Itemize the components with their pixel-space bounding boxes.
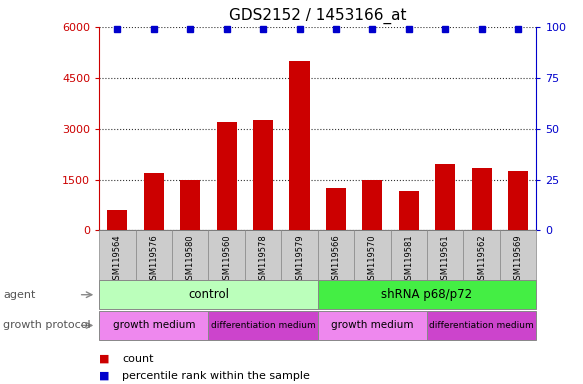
Text: ■: ■: [99, 371, 110, 381]
Bar: [99, 311, 209, 340]
Bar: [326, 188, 346, 230]
Text: GSM119564: GSM119564: [113, 234, 122, 285]
Text: differentiation medium: differentiation medium: [210, 321, 315, 330]
Text: growth medium: growth medium: [331, 320, 414, 331]
Text: agent: agent: [3, 290, 36, 300]
Text: differentiation medium: differentiation medium: [429, 321, 534, 330]
Text: GSM119580: GSM119580: [186, 234, 195, 285]
Bar: [144, 173, 164, 230]
Bar: [253, 120, 273, 230]
Text: control: control: [188, 288, 229, 301]
Bar: [172, 230, 209, 280]
Bar: [245, 230, 282, 280]
Text: GSM119561: GSM119561: [441, 234, 449, 285]
Bar: [209, 230, 245, 280]
Bar: [472, 168, 491, 230]
Text: percentile rank within the sample: percentile rank within the sample: [122, 371, 310, 381]
Text: GSM119569: GSM119569: [514, 234, 522, 285]
Bar: [107, 210, 127, 230]
Text: shRNA p68/p72: shRNA p68/p72: [381, 288, 473, 301]
Bar: [135, 230, 172, 280]
Bar: [363, 180, 382, 230]
Text: count: count: [122, 354, 154, 364]
Title: GDS2152 / 1453166_at: GDS2152 / 1453166_at: [229, 8, 406, 24]
Bar: [318, 311, 427, 340]
Bar: [508, 171, 528, 230]
Text: GSM119560: GSM119560: [222, 234, 231, 285]
Bar: [463, 230, 500, 280]
Text: growth medium: growth medium: [113, 320, 195, 331]
Bar: [500, 230, 536, 280]
Text: GSM119566: GSM119566: [332, 234, 340, 285]
Bar: [318, 230, 354, 280]
Text: GSM119576: GSM119576: [149, 234, 158, 285]
Bar: [217, 122, 237, 230]
Bar: [391, 230, 427, 280]
Bar: [318, 280, 536, 309]
Bar: [209, 311, 318, 340]
Bar: [354, 230, 391, 280]
Text: GSM119578: GSM119578: [259, 234, 268, 285]
Bar: [99, 230, 135, 280]
Text: GSM119581: GSM119581: [405, 234, 413, 285]
Bar: [180, 180, 200, 230]
Bar: [290, 61, 310, 230]
Bar: [427, 311, 536, 340]
Text: ■: ■: [99, 354, 110, 364]
Text: GSM119570: GSM119570: [368, 234, 377, 285]
Text: growth protocol: growth protocol: [3, 320, 90, 331]
Text: GSM119579: GSM119579: [295, 234, 304, 285]
Bar: [436, 164, 455, 230]
Bar: [99, 280, 318, 309]
Bar: [399, 191, 419, 230]
Bar: [427, 230, 463, 280]
Bar: [282, 230, 318, 280]
Text: GSM119562: GSM119562: [477, 234, 486, 285]
